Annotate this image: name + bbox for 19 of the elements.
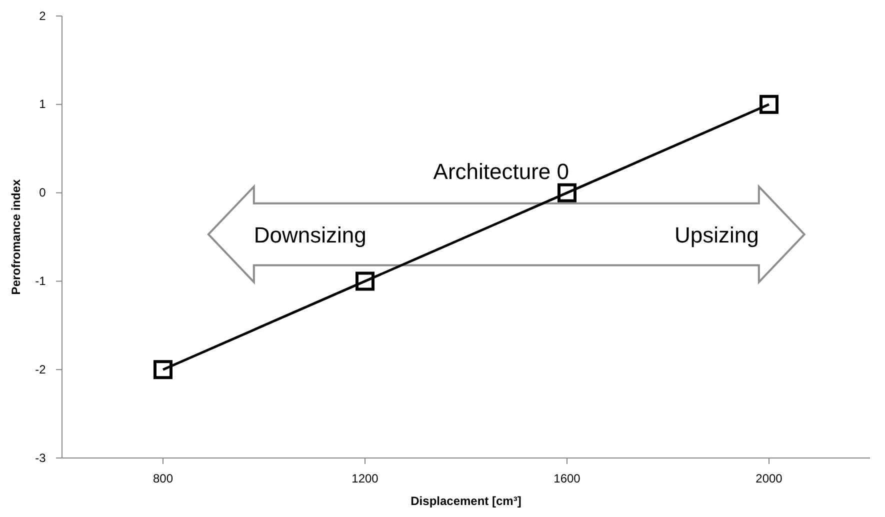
point <box>154 360 172 380</box>
x-tick-label: 800 <box>152 472 174 486</box>
annotation: Upsizing <box>674 222 759 248</box>
y-tick-label: 0 <box>39 186 46 200</box>
x-tick-label: 1600 <box>554 472 581 486</box>
y-tick-label: -2 <box>35 362 46 376</box>
annotation: Architecture 0 <box>433 158 569 184</box>
annotation: Downsizing <box>254 222 366 248</box>
y-tick-label: -3 <box>35 450 46 465</box>
x-axis-title: Displacement [cm³] <box>410 494 522 508</box>
y-tick-label: 1 <box>39 97 46 112</box>
y-tick-label: -1 <box>35 274 46 288</box>
x-tick-label: 2000 <box>756 472 783 486</box>
point <box>356 272 374 291</box>
point <box>558 183 576 202</box>
y-tick-label: 2 <box>39 8 46 23</box>
point <box>760 94 778 114</box>
y-axis-title: Perofromance index <box>9 178 23 295</box>
x-tick-label: 1200 <box>352 472 379 486</box>
